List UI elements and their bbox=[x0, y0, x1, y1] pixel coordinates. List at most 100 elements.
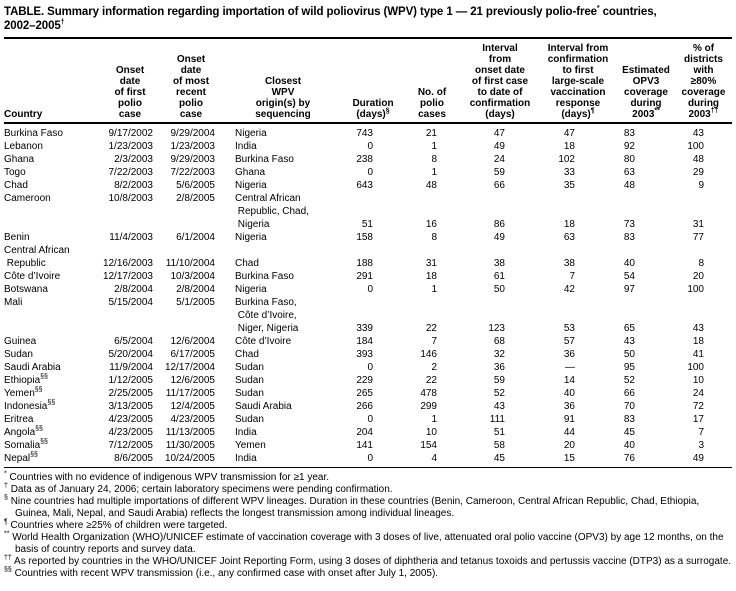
cell-text: 20 bbox=[563, 440, 575, 451]
cell-text: 11/17/2005 bbox=[165, 388, 215, 399]
cell-text: 229 bbox=[356, 375, 373, 386]
cell-text: 40 bbox=[623, 258, 635, 269]
footnote-text: Nine countries had multiple importations… bbox=[10, 496, 700, 519]
cell-text: 16 bbox=[425, 219, 437, 230]
cell-text: 188 bbox=[356, 258, 373, 269]
cell-interval-conf: 35 bbox=[539, 179, 617, 192]
cell-text: 22 bbox=[425, 323, 437, 334]
cell-text: 77 bbox=[692, 232, 704, 243]
cell-country: Botswana bbox=[4, 283, 101, 296]
cell-text: 63 bbox=[563, 232, 575, 243]
footnote-text: World Health Organization (WHO)/UNICEF e… bbox=[12, 532, 724, 555]
table-row: Nepal§§ 8/6/2005 10/24/2005 India 0 4 45 15 76 49 bbox=[4, 452, 732, 468]
cell-onset-first: 8/2/2003 bbox=[101, 179, 159, 192]
cell-opv3: 54 bbox=[617, 270, 675, 283]
cell-text: 100 bbox=[687, 362, 704, 373]
footnote: * Countries with no evidence of indigeno… bbox=[4, 471, 732, 484]
cell-country: Cameroon bbox=[4, 192, 101, 231]
cell-onset-recent: 1/23/2003 bbox=[159, 140, 223, 153]
cell-text: 83 bbox=[623, 414, 635, 425]
cell-text: Sudan bbox=[235, 388, 264, 399]
cell-cases: 7 bbox=[403, 335, 461, 348]
cell-onset-recent: 12/4/2005 bbox=[159, 400, 223, 413]
cell-text: Ghana bbox=[4, 154, 35, 165]
footnote-text: Data as of January 24, 2006; certain lab… bbox=[10, 484, 393, 495]
footnote-marker-pilcrow: ¶ bbox=[590, 107, 595, 115]
table-body: Burkina Faso 9/17/2002 9/29/2004 Nigeria 743… bbox=[4, 123, 732, 468]
cell-onset-first: 1/12/2005 bbox=[101, 374, 159, 387]
cell-duration: 743 bbox=[343, 123, 403, 140]
cell-onset-first: 10/8/2003 bbox=[101, 192, 159, 231]
footnote-marker-asterisk: * bbox=[596, 5, 600, 13]
cell-onset-recent: 12/17/2004 bbox=[159, 361, 223, 374]
cell-interval-conf: 91 bbox=[539, 413, 617, 426]
cell-onset-first: 1/23/2003 bbox=[101, 140, 159, 153]
cell-text: 48 bbox=[623, 180, 635, 191]
cell-text: 1 bbox=[431, 284, 437, 295]
cell-text: Nepal bbox=[4, 453, 31, 464]
cell-interval-onset: 43 bbox=[461, 400, 539, 413]
footnote: §§ Countries with recent WPV transmissio… bbox=[4, 567, 732, 580]
cell-interval-onset: 47 bbox=[461, 123, 539, 140]
cell-interval-onset: 45 bbox=[461, 452, 539, 468]
cell-text: Ethiopia bbox=[4, 375, 41, 386]
cell-text: 0 bbox=[367, 414, 373, 425]
cell-text: 4 bbox=[431, 453, 437, 464]
cell-opv3: 92 bbox=[617, 140, 675, 153]
cell-text: 6/1/2004 bbox=[176, 232, 215, 243]
cell-opv3: 52 bbox=[617, 374, 675, 387]
cell-text: 7/12/2005 bbox=[108, 440, 154, 451]
footnote-marker: §§ bbox=[40, 438, 48, 446]
cell-districts: 43 bbox=[675, 296, 732, 335]
cell-districts: 48 bbox=[675, 153, 732, 166]
table-title-text-2: countries, 2002–2005 bbox=[4, 6, 657, 32]
cell-opv3: 43 bbox=[617, 335, 675, 348]
table-row: Cameroon 10/8/2003 2/8/2005 Central African… bbox=[4, 192, 732, 231]
cell-text: 40 bbox=[623, 440, 635, 451]
cell-text: 4/23/2005 bbox=[108, 414, 154, 425]
cell-text: 17 bbox=[692, 414, 704, 425]
cell-text: 0 bbox=[367, 453, 373, 464]
cell-text: 49 bbox=[493, 232, 505, 243]
cell-text: Mali bbox=[4, 297, 23, 308]
cell-onset-recent: 2/8/2005 bbox=[159, 192, 223, 231]
cell-cases: 2 bbox=[403, 361, 461, 374]
cell-interval-conf: 18 bbox=[539, 140, 617, 153]
cell-text: 102 bbox=[558, 154, 575, 165]
cell-cases: 299 bbox=[403, 400, 461, 413]
cell-text: 643 bbox=[356, 180, 373, 191]
cell-text: 76 bbox=[623, 453, 635, 464]
cell-opv3: 45 bbox=[617, 426, 675, 439]
table-row: Guinea 6/5/2004 12/6/2004 Côte d’Ivoire 184 7… bbox=[4, 335, 732, 348]
cell-text: 32 bbox=[493, 349, 505, 360]
cell-onset-first: 7/22/2003 bbox=[101, 166, 159, 179]
cell-text: 7 bbox=[569, 271, 575, 282]
cell-cases: 1 bbox=[403, 413, 461, 426]
cell-text: Yemen bbox=[235, 440, 266, 451]
cell-text: Togo bbox=[4, 167, 26, 178]
cell-text: Côte d’Ivoire bbox=[235, 336, 292, 347]
cell-text: 43 bbox=[493, 401, 505, 412]
cell-origin: Sudan bbox=[223, 413, 343, 426]
cell-text: 7/22/2003 bbox=[108, 167, 154, 178]
footnote-text: As reported by countries in the WHO/UNIC… bbox=[14, 556, 732, 567]
cell-text: Ghana bbox=[235, 167, 266, 178]
cell-interval-onset: 38 bbox=[461, 244, 539, 270]
cell-text: 8/2/2003 bbox=[114, 180, 153, 191]
cell-text: 0 bbox=[367, 362, 373, 373]
cell-text: 9 bbox=[698, 180, 704, 191]
cell-text: 12/6/2005 bbox=[170, 375, 216, 386]
cell-text: 48 bbox=[425, 180, 437, 191]
cell-onset-first: 4/23/2005 bbox=[101, 426, 159, 439]
cell-text: Central African Republic, Chad, Nigeria bbox=[235, 193, 309, 230]
cell-interval-onset: 86 bbox=[461, 192, 539, 231]
cell-text: 49 bbox=[692, 453, 704, 464]
cell-districts: 20 bbox=[675, 270, 732, 283]
footnote-marker: §§ bbox=[35, 425, 43, 433]
cell-text: 6/17/2005 bbox=[170, 349, 216, 360]
polio-importation-table: Country Onset date of first polio case O… bbox=[4, 39, 732, 468]
cell-country: Saudi Arabia bbox=[4, 361, 101, 374]
cell-text: Sudan bbox=[235, 375, 264, 386]
cell-duration: 0 bbox=[343, 452, 403, 468]
cell-text: 38 bbox=[563, 258, 575, 269]
